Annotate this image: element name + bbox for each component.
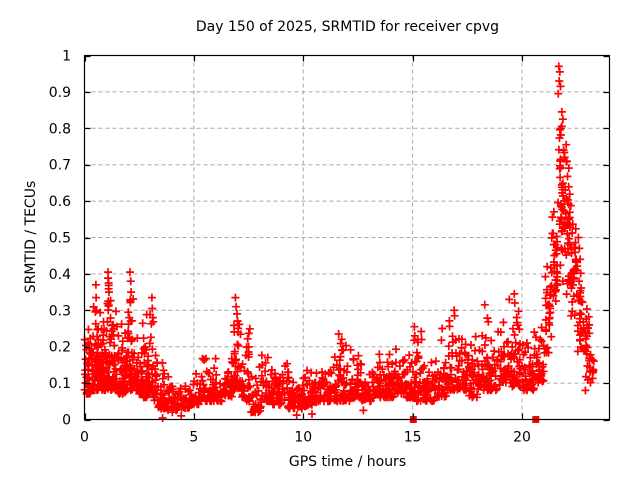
y-tick-label: 0.8 xyxy=(49,121,71,137)
x-tick-label: 5 xyxy=(189,430,198,446)
y-tick-label: 0.3 xyxy=(49,303,71,319)
x-tick-label: 0 xyxy=(80,430,89,446)
scatter-points xyxy=(80,62,598,422)
x-tick-labels: 0 5 10 15 20 xyxy=(80,430,531,446)
y-tick-label: 0.6 xyxy=(49,194,71,210)
y-tick-label: 0.1 xyxy=(49,376,71,392)
y-tick-label: 1 xyxy=(62,49,71,65)
grid-lines xyxy=(84,55,610,420)
y-tick-label: 0 xyxy=(62,413,71,429)
x-tick-label: 10 xyxy=(294,430,312,446)
y-tick-label: 0.5 xyxy=(49,231,71,247)
plot-frame xyxy=(83,54,611,421)
chart-title: Day 150 of 2025, SRMTID for receiver cpv… xyxy=(195,19,500,35)
x-axis-label: GPS time / hours xyxy=(288,454,407,470)
y-tick-label: 0.2 xyxy=(49,340,71,356)
axis-ticks xyxy=(84,55,610,422)
y-tick-labels: 0 0.1 0.2 0.3 0.4 0.5 0.6 0.7 0.8 0.9 1 xyxy=(49,49,71,429)
y-tick-label: 0.4 xyxy=(49,267,71,283)
y-tick-label: 0.9 xyxy=(49,85,71,101)
x-tick-label: 20 xyxy=(513,430,531,446)
y-tick-label: 0.7 xyxy=(49,158,71,174)
x-tick-label: 15 xyxy=(404,430,422,446)
